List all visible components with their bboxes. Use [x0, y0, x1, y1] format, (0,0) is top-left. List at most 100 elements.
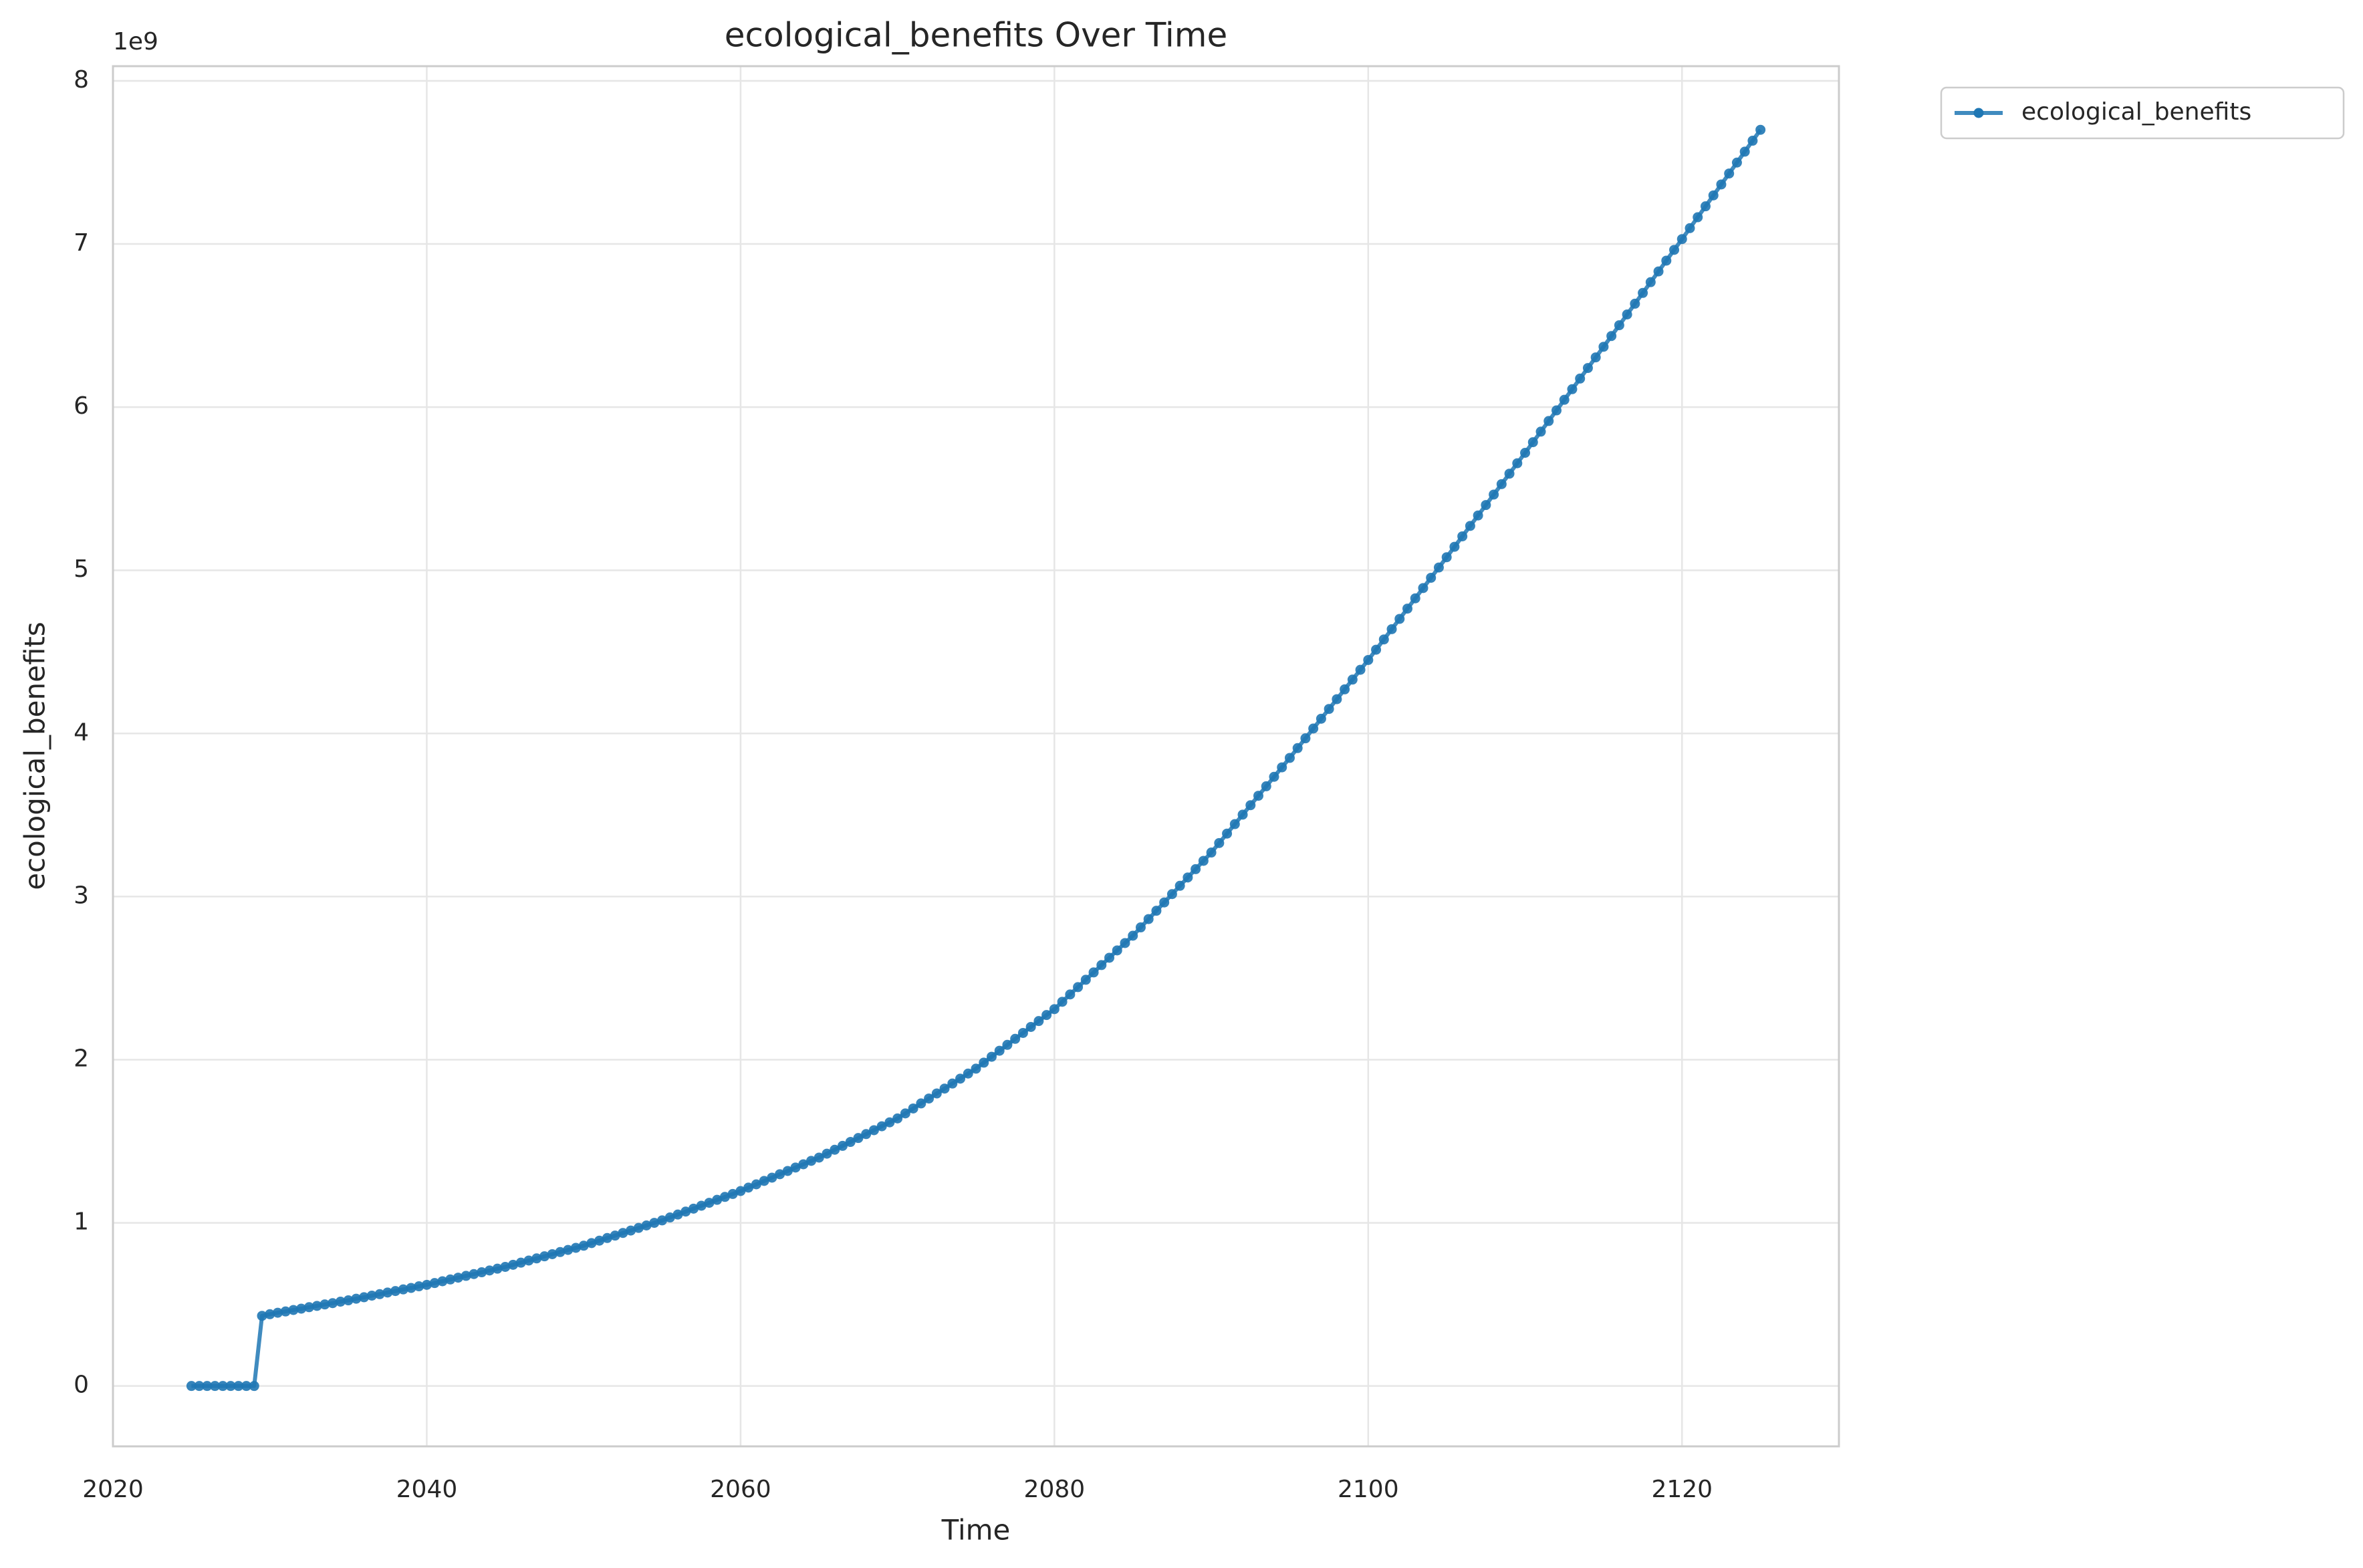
marker [994, 1045, 1005, 1056]
marker [272, 1307, 283, 1318]
marker [1088, 967, 1099, 978]
marker [500, 1262, 511, 1273]
marker [1543, 416, 1554, 426]
marker [1708, 190, 1719, 201]
marker [649, 1218, 660, 1228]
marker [1606, 331, 1617, 342]
marker [1245, 800, 1256, 811]
marker [461, 1271, 471, 1281]
marker [1316, 713, 1326, 724]
marker [853, 1133, 864, 1144]
marker [233, 1381, 244, 1392]
marker [672, 1209, 683, 1220]
marker [1481, 500, 1491, 511]
marker [704, 1198, 715, 1208]
marker [1324, 704, 1334, 714]
marker [217, 1381, 228, 1392]
marker [876, 1121, 887, 1132]
marker [398, 1284, 408, 1295]
marker [1214, 837, 1225, 848]
marker [1128, 930, 1138, 941]
marker [1096, 960, 1107, 970]
marker [1033, 1016, 1044, 1027]
marker [1237, 809, 1248, 820]
marker [1222, 828, 1233, 839]
marker [743, 1182, 754, 1193]
x-axis-label: Time [941, 1514, 1011, 1547]
marker [1104, 952, 1115, 963]
marker [429, 1278, 440, 1289]
marker [1716, 179, 1727, 190]
marker [351, 1293, 362, 1304]
marker [1567, 384, 1578, 394]
marker [1347, 674, 1358, 685]
marker [312, 1301, 322, 1311]
marker [837, 1140, 848, 1151]
marker [971, 1063, 981, 1074]
marker [1025, 1021, 1036, 1032]
y-tick-label: 8 [74, 66, 89, 94]
marker [884, 1117, 895, 1128]
marker [594, 1235, 605, 1246]
marker [955, 1073, 966, 1084]
marker [539, 1251, 549, 1262]
marker [1535, 426, 1546, 437]
legend-box [1940, 86, 2345, 140]
marker [1418, 583, 1428, 594]
marker [1371, 644, 1382, 655]
marker [1340, 684, 1350, 694]
marker [1504, 469, 1515, 479]
y-tick-label: 6 [74, 392, 89, 420]
marker [1622, 309, 1632, 320]
marker [343, 1295, 354, 1306]
marker [1386, 624, 1397, 634]
y-offset-label: 1e9 [113, 28, 158, 55]
marker [492, 1263, 503, 1274]
marker [751, 1179, 761, 1190]
marker [1739, 146, 1750, 157]
marker [1253, 791, 1264, 801]
marker [1731, 157, 1742, 168]
marker [1559, 394, 1570, 405]
marker [798, 1159, 809, 1170]
marker [1002, 1039, 1013, 1050]
marker [1551, 405, 1562, 416]
x-tick-label: 2020 [82, 1476, 144, 1503]
marker [531, 1253, 542, 1264]
marker [1300, 733, 1311, 744]
marker [1693, 212, 1703, 223]
marker [1465, 521, 1475, 531]
marker [1159, 897, 1170, 908]
plot-frame [112, 65, 1840, 1448]
marker [931, 1088, 942, 1099]
marker [1457, 531, 1468, 541]
marker [1433, 562, 1444, 573]
marker [664, 1212, 675, 1223]
marker [1700, 201, 1711, 212]
marker [626, 1225, 636, 1236]
x-tick-label: 2060 [710, 1476, 771, 1503]
marker [382, 1287, 393, 1298]
marker [719, 1192, 730, 1202]
x-tick-label: 2100 [1338, 1476, 1399, 1503]
y-tick-label: 7 [74, 229, 89, 257]
y-tick-label: 1 [74, 1208, 89, 1236]
y-tick-label: 0 [74, 1371, 89, 1399]
marker [1575, 373, 1586, 384]
marker [320, 1299, 330, 1310]
marker [186, 1381, 197, 1392]
marker [328, 1298, 338, 1309]
marker [257, 1311, 267, 1321]
marker [1229, 819, 1240, 829]
marker [555, 1247, 566, 1257]
marker [1183, 872, 1193, 883]
marker [1661, 255, 1672, 266]
y-tick-label: 4 [74, 718, 89, 746]
marker [390, 1286, 401, 1297]
marker [586, 1238, 597, 1249]
marker [696, 1200, 707, 1211]
marker [1206, 847, 1217, 858]
marker [194, 1381, 205, 1392]
marker [892, 1113, 903, 1124]
marker [775, 1169, 785, 1180]
